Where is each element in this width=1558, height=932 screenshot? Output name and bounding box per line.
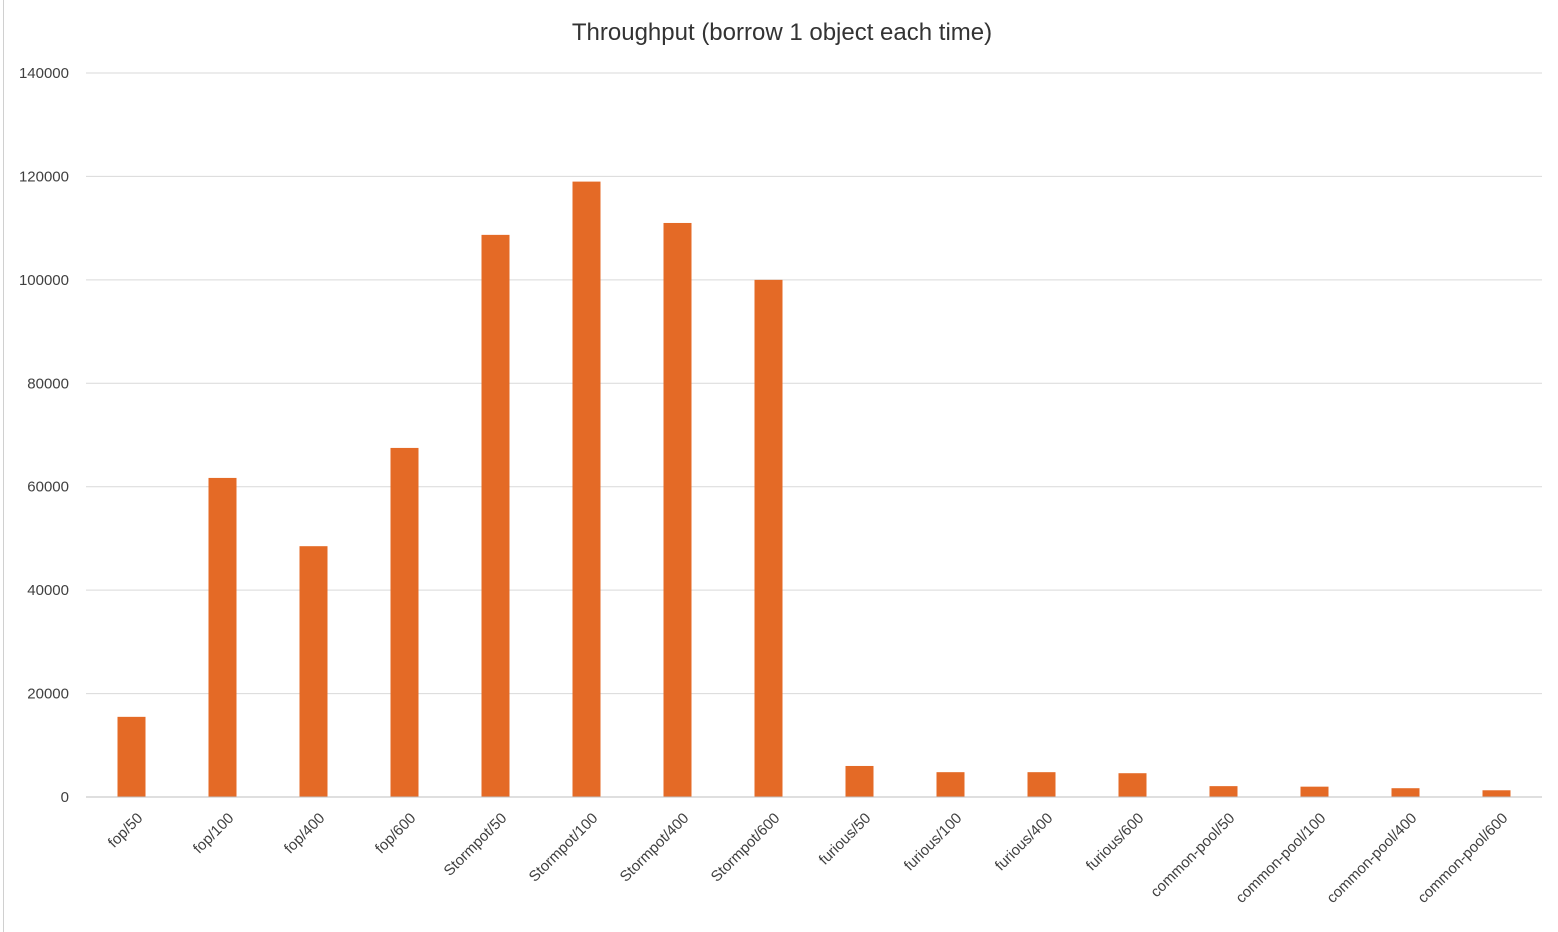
bar-stormpot-600 bbox=[754, 279, 783, 797]
x-tick-label: Stormpot/400 bbox=[617, 810, 693, 886]
bar-common-pool-600 bbox=[1482, 790, 1511, 797]
bar-stormpot-50 bbox=[481, 234, 510, 797]
x-tick-label: fop/400 bbox=[281, 810, 328, 857]
x-tick-label: fop/100 bbox=[190, 810, 237, 857]
bar-furious-400 bbox=[1027, 772, 1056, 797]
bar-common-pool-100 bbox=[1300, 786, 1329, 797]
x-tick-label: common-pool/100 bbox=[1232, 810, 1329, 907]
x-tick-label: furious/50 bbox=[816, 810, 875, 869]
gridlines bbox=[86, 72, 1542, 695]
x-tick-label: fop/600 bbox=[372, 810, 419, 857]
bar-fop-100 bbox=[208, 477, 237, 797]
x-tick-label: fop/50 bbox=[105, 810, 147, 852]
bar-fop-600 bbox=[390, 447, 419, 797]
x-tick-label: common-pool/50 bbox=[1147, 810, 1238, 901]
bar-fop-400 bbox=[299, 546, 328, 797]
y-tick-label: 100000 bbox=[19, 272, 69, 289]
y-axis-tick-labels: 0 20000 40000 60000 80000 100000 120000 140000 bbox=[19, 65, 69, 806]
chart-title: Throughput (borrow 1 object each time) bbox=[572, 19, 992, 46]
x-tick-label: furious/600 bbox=[1083, 810, 1148, 875]
y-tick-label: 80000 bbox=[27, 375, 69, 392]
x-axis-tick-labels: fop/50 fop/100 fop/400 fop/600 Stormpot/50 St… bbox=[105, 810, 1512, 907]
y-tick-label: 140000 bbox=[19, 65, 69, 82]
x-tick-label: Stormpot/600 bbox=[708, 810, 784, 886]
x-tick-label: furious/100 bbox=[901, 810, 966, 875]
bar-stormpot-400 bbox=[663, 222, 692, 797]
bar-fop-50 bbox=[117, 716, 146, 797]
bars bbox=[117, 181, 1511, 798]
y-tick-label: 120000 bbox=[19, 168, 69, 185]
x-tick-label: Stormpot/100 bbox=[526, 810, 602, 886]
bar-furious-600 bbox=[1118, 773, 1147, 797]
x-tick-label: common-pool/400 bbox=[1323, 810, 1420, 907]
y-tick-label: 60000 bbox=[27, 479, 69, 496]
bar-furious-50 bbox=[845, 765, 874, 797]
y-tick-label: 20000 bbox=[27, 686, 69, 703]
bar-furious-100 bbox=[936, 772, 965, 797]
left-edge-divider bbox=[3, 0, 4, 932]
x-tick-label: Stormpot/50 bbox=[441, 810, 511, 880]
bar-common-pool-50 bbox=[1209, 786, 1238, 797]
bar-stormpot-100 bbox=[572, 181, 601, 798]
x-tick-label: furious/400 bbox=[992, 810, 1057, 875]
y-tick-label: 0 bbox=[61, 789, 69, 806]
x-tick-label: common-pool/600 bbox=[1414, 810, 1511, 907]
bar-common-pool-400 bbox=[1391, 788, 1420, 797]
y-tick-label: 40000 bbox=[27, 582, 69, 599]
